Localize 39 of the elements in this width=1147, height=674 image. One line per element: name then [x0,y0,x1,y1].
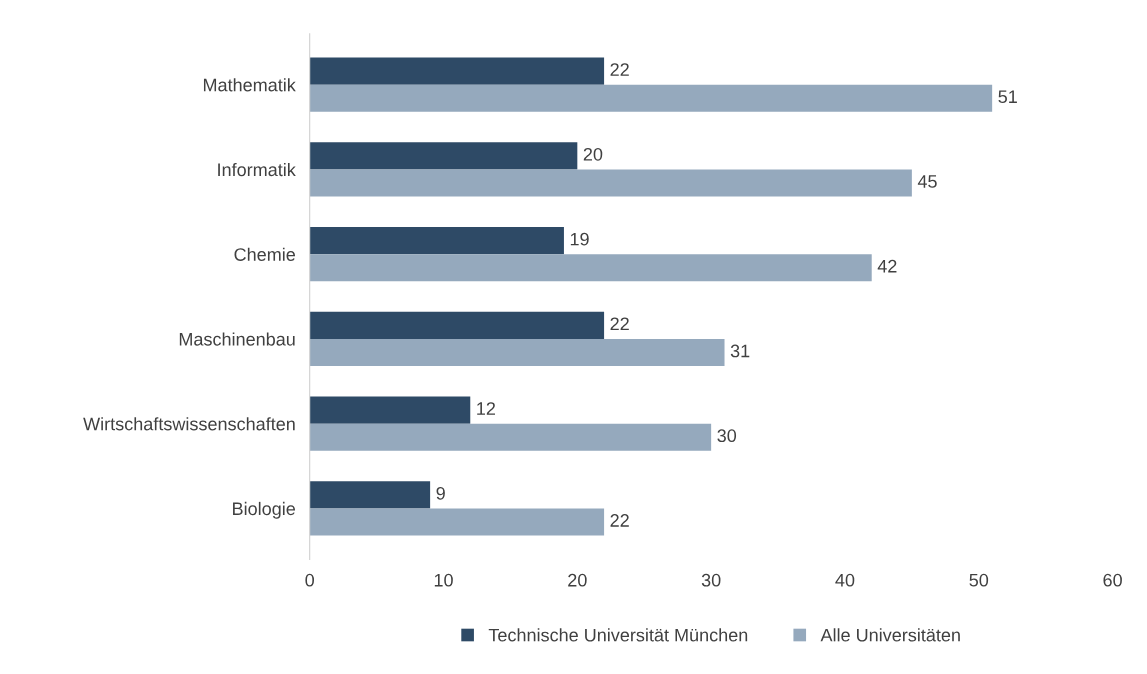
data-label: 30 [717,429,737,443]
bar [309,311,605,339]
x-tick-label: 50 [969,573,989,587]
legend-label: Technische Universität München [488,628,748,642]
data-label: 22 [610,317,629,331]
y-tick-label: Biologie [233,501,295,519]
data-label: 20 [583,147,603,161]
x-tick-label: 40 [835,573,855,587]
data-label: 9 [436,486,445,500]
y-tick-label: Maschinenbau [179,332,295,346]
bar [309,338,725,367]
bar [309,423,712,451]
y-tick-label: Informatik [218,162,296,177]
bar [309,169,912,197]
x-tick-label: 20 [568,573,587,587]
data-label: 45 [917,175,937,188]
y-tick-label: Wirtschaftswissenschaften [83,417,295,431]
x-tick-label: 60 [1103,573,1122,587]
y-tick-label: Chemie [234,247,295,261]
data-label: 19 [570,232,589,246]
data-label: 22 [610,63,629,76]
bar [309,84,993,112]
x-tick-label: 10 [434,573,453,587]
legend-label: Alle Universitäten [820,628,960,642]
bar [309,481,431,509]
bar [309,396,471,424]
bar [309,57,605,85]
x-tick-label: 30 [701,573,721,587]
data-label: 22 [610,514,629,527]
y-tick-label: Mathematik [203,78,296,92]
data-label: 51 [998,90,1017,104]
bar [309,227,564,255]
bar [309,142,578,170]
data-label: 31 [730,344,750,358]
x-tick-label: 0 [305,573,315,587]
data-label: 42 [877,259,897,273]
bar [309,254,872,282]
data-label: 12 [477,402,495,415]
bar [309,508,605,536]
